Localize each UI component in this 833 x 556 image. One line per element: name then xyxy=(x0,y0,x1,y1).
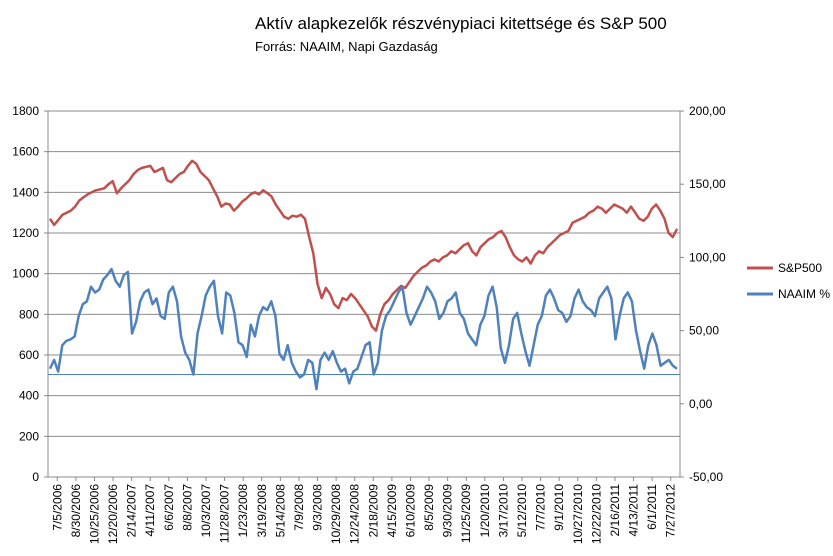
y-right-tick-label: 50,00 xyxy=(689,324,719,338)
x-tick-label: 6/1/2011 xyxy=(645,484,659,530)
x-tick-label: 7/7/2010 xyxy=(534,484,548,531)
series-layer xyxy=(48,159,680,391)
x-tick-label: 10/27/2010 xyxy=(571,484,585,544)
x-tick-label: 11/28/2007 xyxy=(218,484,232,543)
x-tick-label: 5/12/2010 xyxy=(515,484,529,538)
x-tick-label: 7/5/2006 xyxy=(50,484,64,531)
x-tick-label: 2/16/2011 xyxy=(608,484,622,537)
y-right-tick-label: 0,00 xyxy=(689,397,713,411)
x-tick-label: 4/15/2009 xyxy=(385,484,399,538)
x-tick-label: 9/1/2010 xyxy=(552,484,566,531)
chart-subtitle: Forrás: NAAIM, Napi Gazdaság xyxy=(255,39,438,54)
series-line-naaim- xyxy=(48,267,678,391)
y-left-tick-label: 200 xyxy=(19,429,39,443)
y-right-tick-label: 100,00 xyxy=(689,250,726,264)
y-left-tick-label: 1600 xyxy=(12,145,39,159)
x-tick-label: 10/25/2006 xyxy=(87,484,101,544)
y-right-tick-label: 150,00 xyxy=(689,177,726,191)
y-left-tick-label: 400 xyxy=(19,389,39,403)
x-tick-label: 6/10/2009 xyxy=(403,484,417,538)
x-tick-label: 1/20/2010 xyxy=(478,484,492,538)
x-tick-label: 6/6/2007 xyxy=(162,484,176,531)
legend-label: S&P500 xyxy=(778,261,822,275)
x-tick-label: 11/25/2009 xyxy=(459,484,473,543)
x-tick-label: 3/19/2008 xyxy=(255,484,269,538)
x-tick-label: 10/3/2007 xyxy=(199,484,213,538)
y-left-tick-label: 1000 xyxy=(12,267,39,281)
x-tick-label: 2/18/2009 xyxy=(366,484,380,538)
x-tick-label: 3/17/2010 xyxy=(496,484,510,538)
x-tick-label: 9/3/2008 xyxy=(311,484,325,531)
x-tick-label: 1/23/2008 xyxy=(236,484,250,538)
x-tick-label: 4/13/2011 xyxy=(627,484,641,537)
x-tick-label: 8/8/2007 xyxy=(180,484,194,531)
y-axis-right: -50,00 0,00 50,00 100,00 150,00 200,00 xyxy=(680,104,726,484)
x-tick-label: 8/30/2006 xyxy=(69,484,83,538)
x-tick-label: 2/14/2007 xyxy=(125,484,139,538)
x-tick-label: 4/11/2007 xyxy=(143,484,157,537)
legend-label: NAAIM % xyxy=(778,287,830,301)
x-tick-label: 5/14/2008 xyxy=(273,484,287,538)
y-right-tick-label: -50,00 xyxy=(689,470,723,484)
x-tick-label: 8/5/2009 xyxy=(422,484,436,531)
y-left-tick-label: 1400 xyxy=(12,185,39,199)
x-tick-label: 12/24/2008 xyxy=(348,484,362,544)
y-axis-left: 0 200 400 600 800 1000 1200 1400 1600 1800 xyxy=(12,104,48,484)
series-line-s-p500 xyxy=(48,159,679,332)
chart-title: Aktív alapkezelők részvénypiaci kitettsé… xyxy=(255,14,667,33)
y-left-tick-label: 0 xyxy=(32,470,39,484)
y-left-tick-label: 1200 xyxy=(12,226,39,240)
plot-area xyxy=(47,110,681,478)
y-left-tick-label: 800 xyxy=(19,307,39,321)
x-tick-label: 12/22/2010 xyxy=(589,484,603,544)
x-tick-label: 12/20/2006 xyxy=(106,484,120,544)
y-right-tick-label: 200,00 xyxy=(689,104,726,118)
x-tick-label: 10/29/2008 xyxy=(329,484,343,544)
x-tick-label: 7/27/2012 xyxy=(664,484,678,538)
x-tick-label: 7/9/2008 xyxy=(292,484,306,531)
legend: S&P500 NAAIM % xyxy=(747,261,830,301)
y-left-tick-label: 1800 xyxy=(12,104,39,118)
gridlines xyxy=(47,110,681,478)
y-left-tick-label: 600 xyxy=(19,348,39,362)
x-axis: 7/5/2006 8/30/2006 10/25/2006 12/20/2006 2/1… xyxy=(50,477,678,544)
x-tick-label: 9/30/2009 xyxy=(441,484,455,538)
